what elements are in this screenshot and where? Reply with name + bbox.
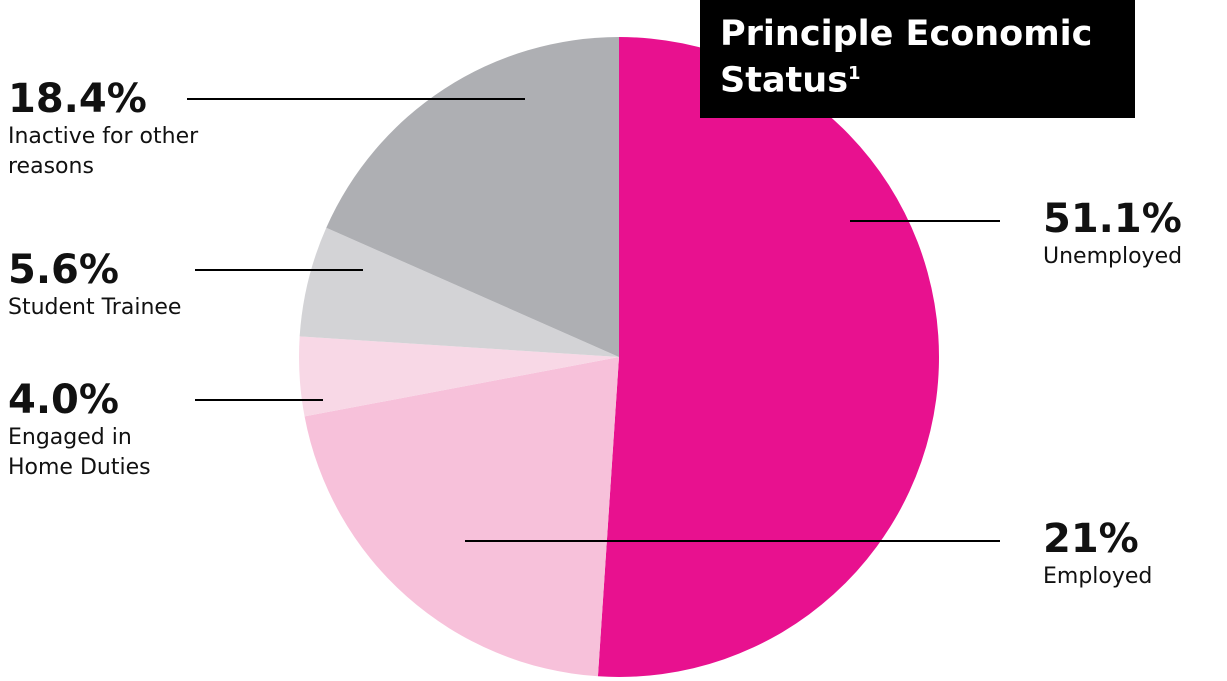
- category-label: Inactive for other reasons: [8, 124, 199, 179]
- pie-slice: [304, 357, 619, 677]
- pie-slice: [299, 336, 619, 417]
- category-label: Unemployed: [1043, 244, 1183, 269]
- category-label: Student Trainee: [8, 295, 182, 320]
- value-label: 18.4%: [8, 76, 147, 122]
- data-label: 51.1% Unemployed: [1043, 196, 1227, 272]
- value-label: 21%: [1043, 516, 1139, 562]
- data-label: 18.4% Inactive for other reasons: [8, 76, 203, 182]
- title-note: 1: [848, 63, 861, 84]
- chart-title-box: Principle Economic Status1: [700, 0, 1135, 118]
- chart-title: Principle Economic Status: [720, 14, 1093, 101]
- pie-slice: [597, 37, 939, 677]
- value-label: 51.1%: [1043, 196, 1182, 242]
- pie-slice: [326, 37, 619, 357]
- data-label: 5.6% Student Trainee: [8, 247, 248, 323]
- category-label: Employed: [1043, 564, 1153, 589]
- value-label: 4.0%: [8, 377, 119, 423]
- data-label: 21% Employed: [1043, 516, 1227, 592]
- value-label: 5.6%: [8, 247, 119, 293]
- category-label: Engaged in Home Duties: [8, 425, 151, 480]
- data-label: 4.0% Engaged in Home Duties: [8, 377, 203, 483]
- pie-slice: [299, 227, 619, 357]
